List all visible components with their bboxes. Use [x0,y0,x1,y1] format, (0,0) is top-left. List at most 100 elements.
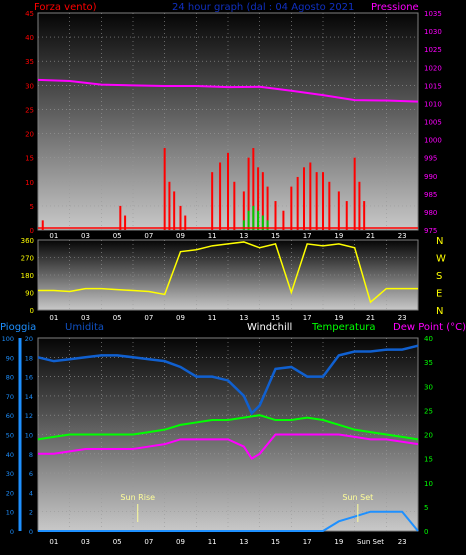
x-axis-tick: Sun Set [357,538,384,546]
direction-axis-tick: 270 [21,255,34,263]
wind-bar [353,157,356,230]
wind-bar [363,201,366,230]
x-axis-tick: 07 [144,538,153,546]
temperature-axis-tick: 10 [424,480,433,488]
wind-direction-line [38,241,418,304]
wind-bar [296,176,299,230]
pressure-axis-tick: 975 [424,227,437,235]
wind-bar [282,210,285,230]
x-axis-tick: 17 [303,232,312,240]
wind-bar [274,201,277,230]
x-axis-tick: 11 [208,232,217,240]
pressure-axis-tick: 1005 [424,119,442,127]
wind-bar [227,152,229,230]
rain-axis-tick: 0 [29,528,33,536]
x-axis-tick: 09 [176,232,185,240]
wind-bar [266,186,269,230]
humidity-axis-tick: 80 [6,374,14,382]
wind-bar [252,148,255,230]
direction-axis-tick: 90 [25,290,34,298]
x-axis-tick: 23 [398,538,407,546]
rain-axis-tick: 4 [29,489,33,497]
x-axis-tick: 09 [176,538,185,546]
x-axis-tick: 17 [303,538,312,546]
rain-axis-tick: 10 [25,432,33,440]
x-axis-tick: 01 [49,314,58,322]
rain-axis-tick: 14 [25,393,33,401]
humidity-legend: Umidita [65,322,104,333]
wind-bar [337,191,340,230]
gust-bar [261,215,264,230]
wind-bar [290,186,293,230]
compass-label: N [436,236,443,247]
direction-axis-tick: 360 [21,237,34,245]
temperature-axis-tick: 0 [424,528,428,536]
wind-bar [219,162,222,230]
pressure-axis-tick: 985 [424,191,437,199]
rain-axis-tick: 2 [29,509,33,517]
compass-label: W [436,254,446,265]
humidity-axis-tick: 60 [6,412,14,420]
x-axis-tick: 03 [81,314,90,322]
x-axis-tick: 15 [271,232,280,240]
rain-axis-tick: 16 [25,374,33,382]
x-axis-tick: 03 [81,538,90,546]
x-axis-tick: 05 [113,314,122,322]
humidity-axis-tick: 100 [2,335,14,343]
pressure-line [37,78,419,103]
x-axis-tick: 21 [366,314,375,322]
gust-bar [266,220,269,230]
wind-axis-tick: 35 [25,58,34,66]
x-axis-tick: 21 [366,232,375,240]
wind-bar [309,162,312,230]
temperature-axis-tick: 35 [424,359,433,367]
rain-legend: Pioggia [0,322,36,333]
rain-axis-tick: 12 [25,412,33,420]
wind-axis-tick: 40 [25,34,34,42]
wind-bar [173,191,176,230]
humidity-axis-tick: 20 [6,489,14,497]
sunrise-label: Sun Rise [120,493,155,502]
x-axis-tick: 01 [49,538,58,546]
wind-bar [168,181,171,230]
temperature-axis-tick: 5 [424,504,428,512]
wind-axis-tick: 30 [25,82,34,90]
wind-bar [184,215,187,230]
x-axis-tick: 09 [176,314,185,322]
gust-bar [257,210,260,230]
x-axis-tick: 15 [271,538,280,546]
gust-bar [242,220,245,230]
rain-line [38,510,419,532]
x-axis-tick: 17 [303,314,312,322]
temperature-axis-tick: 40 [424,335,433,343]
wind-bar [242,191,245,230]
x-axis-tick: 01 [49,232,58,240]
humidity-line [37,344,419,416]
pressure-axis-tick: 1015 [424,82,442,90]
x-axis-tick: 13 [239,538,248,546]
temperature-axis-tick: 20 [424,432,433,440]
humidity-axis-tick: 70 [6,393,14,401]
humidity-axis-tick: 0 [10,528,14,536]
x-axis-tick: 13 [239,232,248,240]
pressure-axis-tick: 980 [424,209,437,217]
wind-axis-tick: 25 [25,106,34,114]
wind-bar [233,181,236,230]
x-axis-tick: 15 [271,314,280,322]
pressure-axis-tick: 995 [424,155,437,163]
pressure-axis-tick: 1030 [424,28,442,36]
rain-axis-tick: 6 [29,470,33,478]
x-axis-tick: 07 [144,232,153,240]
x-axis-tick: 03 [81,232,90,240]
compass-label: E [436,289,442,300]
wind-bar [247,157,250,230]
wind-bar [163,148,166,230]
humidity-axis-tick: 50 [6,432,14,440]
wind-axis-tick: 20 [25,131,34,139]
sunset-label: Sun Set [342,493,373,502]
compass-label: S [436,271,442,282]
wind-bar [257,167,260,230]
rain-axis-tick: 20 [25,335,33,343]
pressure-axis-tick: 1000 [424,137,442,145]
